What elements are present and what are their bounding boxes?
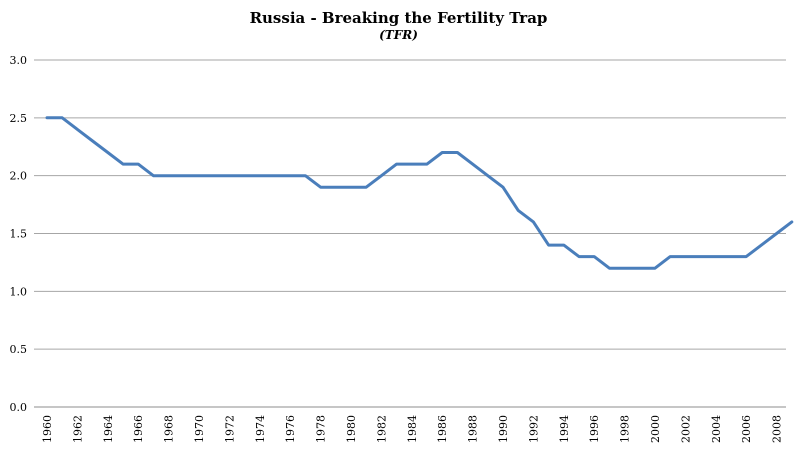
x-tick-label: 1988 xyxy=(467,415,480,443)
y-tick-label: 2.0 xyxy=(10,170,28,183)
x-tick-label: 1994 xyxy=(558,415,571,443)
x-tick-label: 1964 xyxy=(102,415,115,443)
y-tick-label: 2.5 xyxy=(10,112,28,125)
x-tick-label: 1972 xyxy=(223,415,236,443)
x-tick-label: 1966 xyxy=(132,415,145,443)
y-tick-label: 1.5 xyxy=(10,228,28,241)
x-tick-label: 2002 xyxy=(679,415,692,443)
x-tick-label: 2000 xyxy=(649,415,662,443)
chart-subtitle: (TFR) xyxy=(379,28,418,42)
chart-title: Russia - Breaking the Fertility Trap xyxy=(249,9,548,27)
x-axis-ticks: 1960 1962 1964 1966 1968 1970 1972 1974 1976 1978… xyxy=(41,415,784,443)
x-tick-label: 1980 xyxy=(345,415,358,443)
x-tick-label: 1960 xyxy=(41,415,54,443)
y-tick-label: 1.0 xyxy=(10,285,28,298)
x-tick-label: 1992 xyxy=(527,415,540,443)
x-tick-label: 1978 xyxy=(315,415,328,443)
x-tick-label: 2004 xyxy=(710,415,723,443)
y-tick-label: 0.0 xyxy=(10,401,28,414)
x-tick-label: 1984 xyxy=(406,415,419,443)
y-axis-ticks: 0.0 0.5 1.0 1.5 2.0 2.5 3.0 xyxy=(10,54,28,414)
tfr-series-line xyxy=(45,116,794,270)
x-tick-label: 2006 xyxy=(740,415,753,443)
y-tick-label: 3.0 xyxy=(10,54,28,67)
x-tick-label: 1970 xyxy=(193,415,206,443)
x-tick-label: 1982 xyxy=(375,415,388,443)
x-tick-label: 1996 xyxy=(588,415,601,443)
x-tick-label: 1962 xyxy=(71,415,84,443)
y-tick-label: 0.5 xyxy=(10,343,28,356)
x-tick-label: 1976 xyxy=(284,415,297,443)
x-tick-label: 1986 xyxy=(436,415,449,443)
gridlines xyxy=(34,59,786,408)
x-tick-label: 2008 xyxy=(771,415,784,443)
x-tick-label: 1974 xyxy=(254,415,267,443)
x-tick-label: 1990 xyxy=(497,415,510,443)
x-tick-label: 1968 xyxy=(163,415,176,443)
x-tick-label: 1998 xyxy=(619,415,632,443)
